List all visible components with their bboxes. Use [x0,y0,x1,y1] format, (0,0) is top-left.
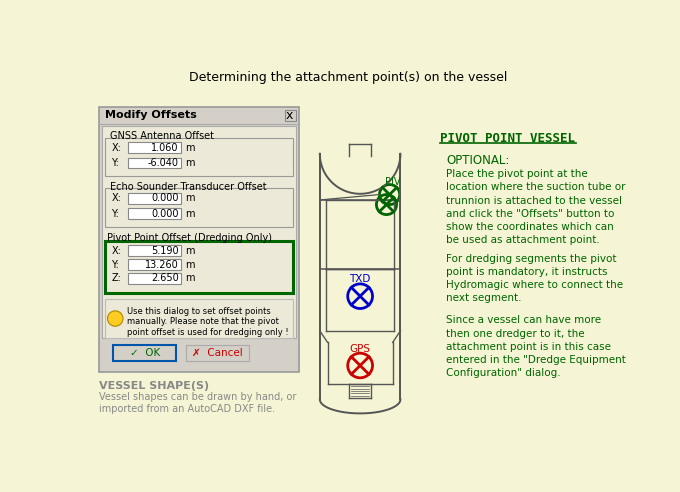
Bar [186,345,250,361]
Bar [129,259,181,270]
Text: m: m [185,260,194,270]
Text: -6.040: -6.040 [148,158,179,168]
Text: Use this dialog to set offset points
manually. Please note that the pivot
point : Use this dialog to set offset points man… [127,307,288,337]
Text: m: m [185,143,194,153]
Text: 0.000: 0.000 [151,209,179,219]
Bar [129,157,181,168]
Text: Place the pivot point at the
location where the suction tube or
trunnion is atta: Place the pivot point at the location wh… [446,169,626,245]
Text: Echo Sounder Transducer Offset: Echo Sounder Transducer Offset [109,182,267,192]
Text: 13.260: 13.260 [145,260,179,270]
Text: X:: X: [112,246,121,256]
Text: ✓  OK: ✓ OK [130,348,160,358]
Bar [102,126,296,338]
Text: m: m [185,193,194,203]
Bar [113,345,176,361]
Bar [105,138,292,176]
Text: Pivot Point Offset (Dredging Only): Pivot Point Offset (Dredging Only) [107,233,272,243]
Text: Determining the attachment point(s) on the vessel: Determining the attachment point(s) on t… [189,70,508,84]
Text: For dredging segments the pivot
point is mandatory, it instructs
Hydromagic wher: For dredging segments the pivot point is… [446,254,624,304]
Bar [129,193,181,204]
Text: Z:: Z: [112,274,121,283]
Text: GPS: GPS [350,343,371,354]
Text: m: m [185,246,194,256]
Text: 0.000: 0.000 [151,193,179,203]
Text: Since a vessel can have more
then one dredger to it, the
attachment point is in : Since a vessel can have more then one dr… [446,315,626,378]
Bar [105,241,292,293]
Text: m: m [185,158,194,168]
Bar [129,273,181,284]
Text: PIVOT POINT VESSEL: PIVOT POINT VESSEL [440,132,575,145]
Text: m: m [185,209,194,219]
Text: PIV: PIV [385,177,401,187]
Bar [99,107,299,372]
Circle shape [107,311,123,326]
Text: Modify Offsets: Modify Offsets [105,110,197,120]
Bar [105,299,292,338]
Bar [285,110,296,121]
Text: Y:: Y: [112,158,119,168]
Text: m: m [185,274,194,283]
Text: 5.190: 5.190 [151,246,179,256]
Text: Y:: Y: [112,209,119,219]
Text: VESSEL SHAPE(S): VESSEL SHAPE(S) [99,381,209,391]
Text: GNSS Antenna Offset: GNSS Antenna Offset [109,131,214,141]
Text: TXD: TXD [350,274,371,284]
Text: Y:: Y: [112,260,119,270]
Bar [129,246,181,256]
Text: ✗  Cancel: ✗ Cancel [192,348,243,358]
Text: X:: X: [112,143,121,153]
Text: X:: X: [112,193,121,203]
Text: 2.650: 2.650 [151,274,179,283]
Bar [129,142,181,153]
Text: OPTIONAL:: OPTIONAL: [446,154,509,167]
Text: 1.060: 1.060 [151,143,179,153]
Text: x: x [286,109,293,122]
Text: Vessel shapes can be drawn by hand, or
imported from an AutoCAD DXF file.: Vessel shapes can be drawn by hand, or i… [99,393,296,414]
Bar [105,188,292,227]
Bar [129,209,181,219]
